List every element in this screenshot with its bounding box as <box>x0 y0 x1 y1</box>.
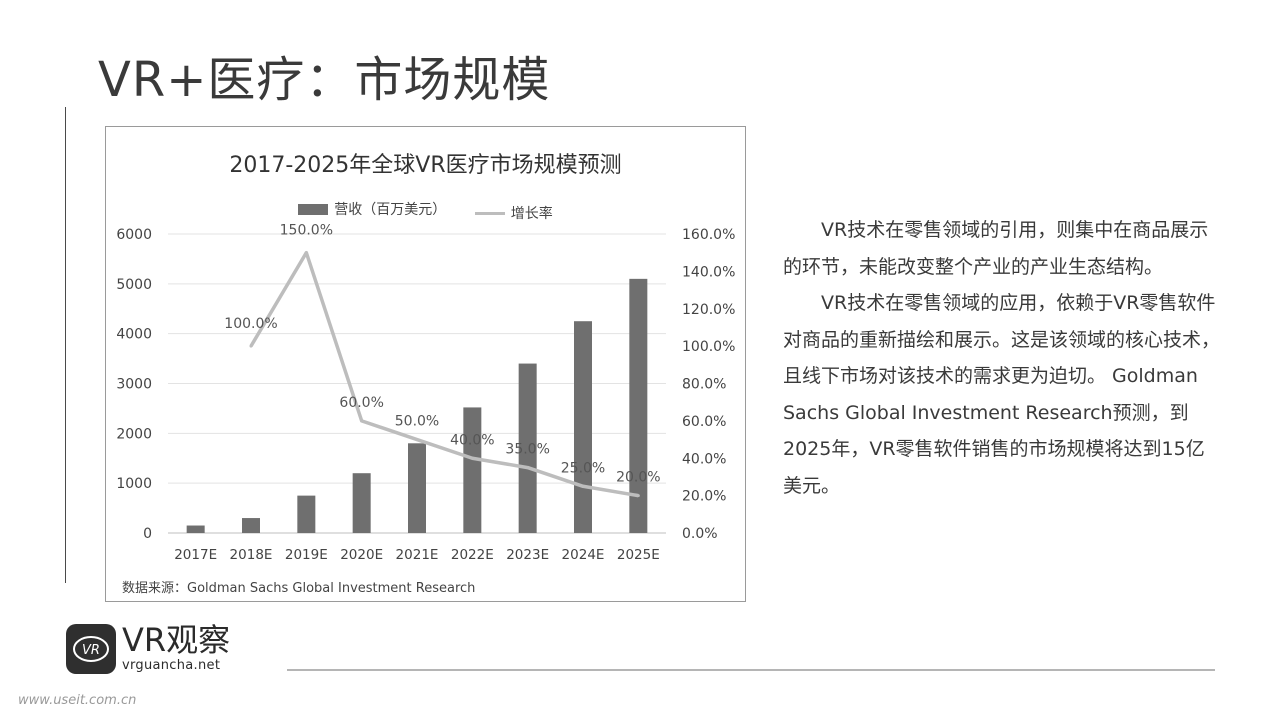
logo-badge-icon: VR <box>66 624 116 674</box>
legend-item-growth: 增长率 <box>474 203 553 223</box>
legend-label-growth: 增长率 <box>510 206 553 222</box>
chart-source: 数据来源：Goldman Sachs Global Investment Res… <box>122 581 476 596</box>
growth-data-label: 25.0% <box>561 460 605 476</box>
text-block: VR技术在零售领域的引用，则集中在商品展示的环节，未能改变整个产业的产业生态结构… <box>783 212 1223 504</box>
logo-name: VR观察 <box>122 621 231 659</box>
y-left-tick-label: 3000 <box>116 377 152 393</box>
growth-data-label: 100.0% <box>224 316 277 332</box>
watermark: www.useit.com.cn <box>18 693 137 708</box>
y-right-tick-label: 80.0% <box>682 377 726 393</box>
x-tick-label: 2018E <box>230 547 273 563</box>
growth-data-label: 20.0% <box>616 470 660 486</box>
logo: VR VR观察 vrguancha.net <box>66 622 246 678</box>
bar <box>242 518 260 533</box>
y-left-tick-label: 0 <box>143 526 152 542</box>
bar <box>352 473 371 533</box>
chart-title: 2017-2025年全球VR医疗市场规模预测 <box>229 153 622 178</box>
growth-point <box>415 438 419 442</box>
logo-url: vrguancha.net <box>122 658 221 673</box>
growth-point <box>581 484 585 488</box>
x-tick-label: 2017E <box>174 547 217 563</box>
y-right-tick-label: 120.0% <box>682 302 735 318</box>
bar <box>463 407 482 533</box>
chart-legend: 营收（百万美元） 增长率 <box>106 199 745 223</box>
eye-icon: VR <box>73 636 109 662</box>
y-right-tick-label: 40.0% <box>682 451 726 467</box>
x-tick-label: 2021E <box>396 547 439 563</box>
growth-data-label: 60.0% <box>339 395 383 411</box>
legend-bar-swatch <box>298 203 329 215</box>
y-right-tick-label: 100.0% <box>682 339 735 355</box>
legend-line-swatch <box>474 211 505 215</box>
growth-point <box>249 344 253 348</box>
growth-point <box>470 456 474 460</box>
x-tick-label: 2020E <box>340 547 383 563</box>
growth-point <box>636 494 640 498</box>
x-tick-label: 2024E <box>562 547 605 563</box>
growth-data-label: 40.0% <box>450 432 494 448</box>
y-right-tick-label: 140.0% <box>682 264 735 280</box>
footer-divider <box>287 669 1215 671</box>
bar <box>297 495 316 533</box>
bar <box>518 363 537 533</box>
chart-plot: 0 1000 2000 3000 4000 5000 6000 0.0% 20.0% 40.0% 6… <box>116 223 735 563</box>
logo-badge-text: VR <box>82 643 100 658</box>
legend-item-revenue: 营收（百万美元） <box>298 199 446 219</box>
paragraph-1: VR技术在零售领域的引用，则集中在商品展示的环节，未能改变整个产业的产业生态结构… <box>783 219 1209 278</box>
bar <box>574 321 592 533</box>
growth-data-label: 150.0% <box>280 223 333 239</box>
x-tick-label: 2025E <box>617 547 660 563</box>
y-left-tick-label: 2000 <box>116 426 152 442</box>
x-tick-label: 2023E <box>506 547 549 563</box>
bar <box>186 525 205 533</box>
slide-title: VR+医疗：市场规模 <box>98 52 551 108</box>
legend-label-revenue: 营收（百万美元） <box>334 202 447 218</box>
bar <box>629 278 648 533</box>
bar <box>408 443 426 533</box>
y-left-tick-label: 1000 <box>116 476 152 492</box>
growth-data-label: 35.0% <box>505 442 549 458</box>
y-left-tick-label: 4000 <box>116 327 152 343</box>
y-left-tick-label: 6000 <box>116 227 152 243</box>
y-right-tick-label: 160.0% <box>682 227 735 243</box>
paragraph-2: VR技术在零售领域的应用，依赖于VR零售软件对商品的重新描绘和展示。这是该领域的… <box>783 292 1221 497</box>
left-divider <box>65 107 66 583</box>
y-right-tick-label: 0.0% <box>682 526 718 542</box>
growth-point <box>304 251 308 255</box>
y-left-tick-label: 5000 <box>116 277 152 293</box>
x-tick-label: 2019E <box>285 547 328 563</box>
y-right-tick-label: 60.0% <box>682 414 726 430</box>
growth-line <box>249 250 639 498</box>
chart-container: 0 1000 2000 3000 4000 5000 6000 0.0% 20.0% 40.0% 6… <box>105 126 746 602</box>
growth-point <box>526 466 530 470</box>
y-right-tick-label: 20.0% <box>682 489 726 505</box>
growth-data-label: 50.0% <box>395 414 439 430</box>
x-tick-label: 2022E <box>451 547 494 563</box>
growth-point <box>360 419 364 423</box>
